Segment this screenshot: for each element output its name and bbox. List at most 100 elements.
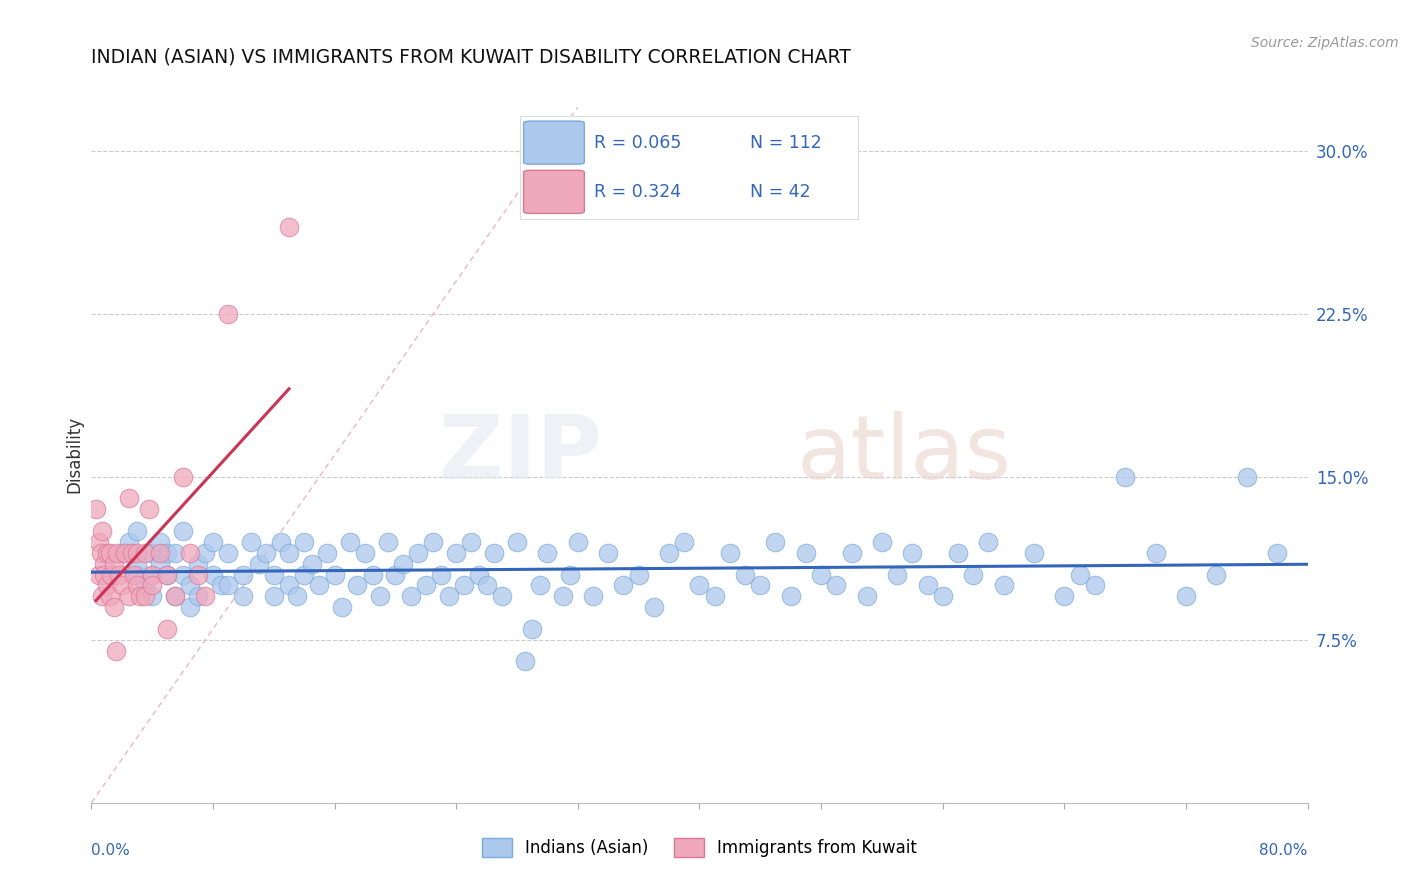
Point	[87, 535, 110, 549]
Point	[1053, 589, 1076, 603]
Point	[209, 578, 232, 592]
Point	[673, 535, 696, 549]
Point	[484, 546, 506, 560]
Point	[114, 546, 136, 560]
Point	[179, 578, 201, 592]
Point	[100, 567, 122, 582]
Text: atlas: atlas	[797, 411, 1012, 499]
Point	[163, 589, 186, 603]
Point	[254, 546, 277, 560]
Point	[437, 589, 460, 603]
Point	[232, 589, 254, 603]
Point	[354, 546, 377, 560]
Point	[1265, 546, 1288, 560]
Point	[1236, 469, 1258, 483]
Point	[202, 535, 225, 549]
Text: Source: ZipAtlas.com: Source: ZipAtlas.com	[1251, 36, 1399, 50]
Point	[122, 567, 145, 582]
Point	[415, 578, 437, 592]
Point	[292, 535, 315, 549]
Text: 80.0%: 80.0%	[1260, 843, 1308, 858]
Point	[104, 643, 127, 657]
Point	[765, 535, 787, 549]
Point	[506, 535, 529, 549]
Point	[202, 567, 225, 582]
Point	[270, 535, 292, 549]
Point	[529, 578, 551, 592]
Point	[141, 567, 163, 582]
Point	[91, 589, 114, 603]
Point	[346, 578, 368, 592]
Text: INDIAN (ASIAN) VS IMMIGRANTS FROM KUWAIT DISABILITY CORRELATION CHART: INDIAN (ASIAN) VS IMMIGRANTS FROM KUWAIT…	[91, 48, 851, 67]
Point	[285, 589, 308, 603]
Point	[779, 589, 801, 603]
Point	[825, 578, 848, 592]
Point	[247, 557, 270, 571]
Text: R = 0.065: R = 0.065	[595, 134, 682, 152]
Point	[263, 589, 285, 603]
Point	[513, 655, 536, 669]
Point	[134, 578, 156, 592]
Point	[718, 546, 741, 560]
Point	[179, 600, 201, 615]
Point	[810, 567, 832, 582]
Point	[103, 600, 125, 615]
Point	[141, 589, 163, 603]
Point	[703, 589, 725, 603]
Point	[105, 546, 128, 560]
Point	[560, 567, 582, 582]
Point	[794, 546, 817, 560]
Point	[107, 567, 129, 582]
Point	[172, 567, 194, 582]
Point	[688, 578, 710, 592]
Point	[84, 502, 107, 516]
Point	[141, 578, 163, 592]
Point	[125, 557, 148, 571]
Point	[1114, 469, 1136, 483]
Point	[361, 567, 384, 582]
Point	[149, 546, 172, 560]
Point	[1022, 546, 1045, 560]
Point	[156, 567, 179, 582]
Point	[278, 578, 301, 592]
Point	[330, 600, 353, 615]
Point	[422, 535, 444, 549]
Point	[582, 589, 605, 603]
Point	[339, 535, 361, 549]
Text: 0.0%: 0.0%	[91, 843, 131, 858]
Point	[931, 589, 953, 603]
Point	[125, 578, 148, 592]
Point	[111, 578, 134, 592]
Point	[598, 546, 620, 560]
Point	[399, 589, 422, 603]
Point	[134, 546, 156, 560]
Point	[91, 524, 114, 538]
Point	[194, 589, 217, 603]
Point	[134, 589, 156, 603]
Legend: Indians (Asian), Immigrants from Kuwait: Indians (Asian), Immigrants from Kuwait	[475, 831, 924, 864]
Point	[125, 546, 148, 560]
Point	[475, 578, 498, 592]
FancyBboxPatch shape	[523, 170, 585, 213]
Point	[96, 578, 118, 592]
Point	[643, 600, 665, 615]
Point	[141, 567, 163, 582]
Point	[187, 567, 209, 582]
Point	[460, 535, 482, 549]
Point	[263, 567, 285, 582]
Point	[278, 219, 301, 234]
Point	[87, 567, 110, 582]
Point	[316, 546, 339, 560]
Point	[89, 546, 111, 560]
Point	[323, 567, 346, 582]
Point	[1084, 578, 1107, 592]
Point	[149, 557, 172, 571]
Point	[232, 567, 254, 582]
Point	[138, 502, 160, 516]
Point	[111, 546, 134, 560]
Point	[308, 578, 330, 592]
Point	[172, 469, 194, 483]
Point	[93, 557, 115, 571]
Text: R = 0.324: R = 0.324	[595, 183, 682, 201]
Point	[1205, 567, 1227, 582]
